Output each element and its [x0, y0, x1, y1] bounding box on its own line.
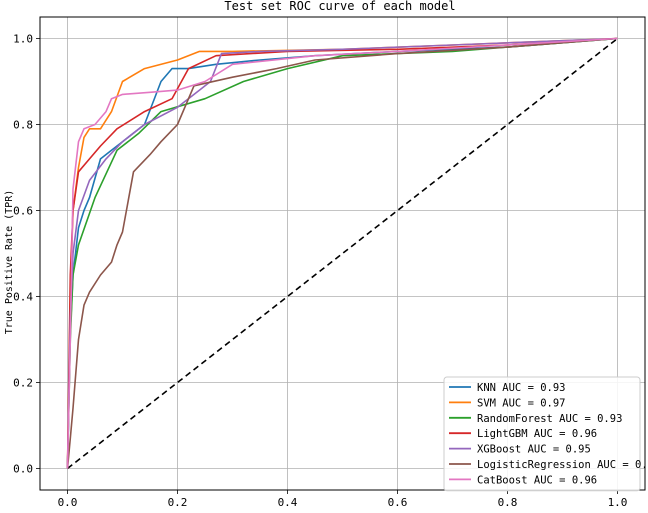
legend-box	[443, 376, 641, 492]
chart-title: Test set ROC curve of each model	[224, 0, 455, 13]
y-tick-label: 0.4	[13, 291, 33, 304]
x-tick-label: 0.6	[388, 496, 408, 509]
legend-entry-label: RandomForest AUC = 0.93	[477, 413, 622, 425]
series-line-catboost	[66, 37, 618, 469]
legend-entry-label: CatBoost AUC = 0.96	[477, 474, 597, 486]
x-tick-label: 0.2	[168, 496, 188, 509]
legend: KNN AUC = 0.93 SVM AUC = 0.97 RandomForest…	[443, 376, 648, 492]
series-line-xgboost	[66, 37, 618, 469]
y-tick-label: 1.0	[13, 33, 33, 46]
legend-entry-label: XGBoost AUC = 0.95	[477, 444, 591, 456]
legend-entry-label: KNN AUC = 0.93	[477, 382, 566, 394]
plot-frame	[39, 16, 646, 491]
legend-entry-label: LightGBM AUC = 0.96	[477, 428, 597, 440]
x-tick-label: 1.0	[608, 496, 628, 509]
y-tick-label: 0.8	[13, 119, 33, 132]
axis-ticks: 0.0 0.2 0.4 0.6 0.8 1.0 0.0 0.2 0.4 0.6 0.8 1.0	[13, 33, 627, 510]
series-line-lightgbm	[66, 37, 618, 469]
x-tick-label: 0.8	[498, 496, 518, 509]
legend-entry-label: SVM AUC = 0.97	[477, 397, 566, 409]
series-group	[66, 37, 618, 469]
x-tick-label: 0.4	[278, 496, 298, 509]
y-tick-label: 0.6	[13, 205, 33, 218]
chance-reference-line	[67, 37, 618, 470]
x-tick-label: 0.0	[58, 496, 78, 509]
y-tick-label: 0.0	[13, 463, 33, 476]
series-line-logisticregression	[66, 37, 618, 469]
reference-line-group	[67, 37, 618, 470]
legend-entry-label: LogisticRegression AUC = 0.90	[477, 459, 648, 471]
y-axis-label: True Positive Rate (TPR)	[4, 190, 15, 335]
y-tick-label: 0.2	[13, 377, 33, 390]
